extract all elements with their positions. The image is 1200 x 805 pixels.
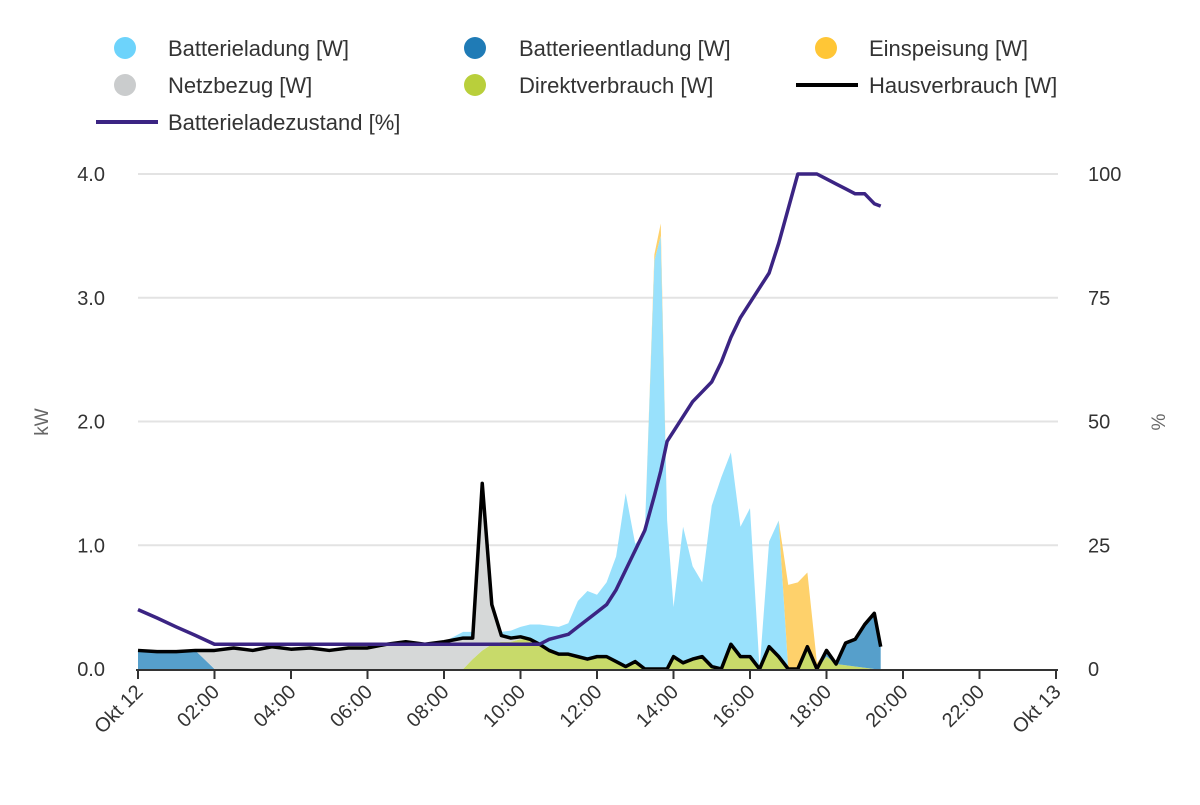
y2-tick-label: 0 — [1088, 659, 1099, 681]
y2-tick-label: 100 — [1088, 164, 1121, 186]
legend-item[interactable]: Hausverbrauch [W] — [796, 73, 1057, 98]
legend-label: Batterieladezustand [%] — [168, 110, 400, 135]
x-tick-label: 04:00 — [250, 681, 301, 732]
y2-tick-label: 75 — [1088, 288, 1110, 310]
y2-axis-label: % — [1149, 413, 1170, 430]
x-tick-label: 02:00 — [173, 681, 224, 732]
x-tick-label: 16:00 — [709, 681, 760, 732]
legend-item[interactable]: Netzbezug [W] — [114, 73, 312, 98]
legend-label: Batterieladung [W] — [168, 36, 349, 61]
x-tick-label: 10:00 — [479, 681, 530, 732]
x-tick-label: Okt 12 — [90, 681, 147, 738]
y-tick-label: 3.0 — [77, 288, 105, 310]
line-hausverbrauch — [137, 481, 883, 671]
y-tick-label: 2.0 — [77, 412, 105, 434]
x-tick-label: Okt 13 — [1008, 681, 1065, 738]
x-tick-label: 14:00 — [632, 681, 683, 732]
legend-dot-icon — [114, 74, 136, 96]
grid — [138, 173, 1058, 547]
y-tick-label: 4.0 — [77, 164, 105, 186]
area-direktverbrauch — [138, 639, 881, 669]
x-tick-label: 08:00 — [403, 681, 454, 732]
legend: Batterieladung [W] Batterieentladung [W] E… — [96, 36, 1057, 135]
stacked-areas — [138, 223, 881, 669]
legend-item[interactable]: Direktverbrauch [W] — [464, 73, 713, 98]
legend-item[interactable]: Einspeisung [W] — [815, 36, 1028, 61]
legend-item[interactable]: Batterieladung [W] — [114, 36, 349, 61]
x-tick-label: 20:00 — [862, 681, 913, 732]
y-axis-label: kW — [32, 408, 53, 436]
legend-label: Netzbezug [W] — [168, 73, 312, 98]
area-batterieladung — [138, 235, 881, 669]
x-tick-label: 12:00 — [556, 681, 607, 732]
legend-item[interactable]: Batterieentladung [W] — [464, 36, 731, 61]
area-einspeisung — [138, 223, 881, 669]
legend-dot-icon — [815, 37, 837, 59]
y-tick-label: 0.0 — [77, 659, 105, 681]
y2-tick-label: 50 — [1088, 412, 1110, 434]
legend-label: Direktverbrauch [W] — [519, 73, 713, 98]
x-tick-label: 18:00 — [785, 681, 836, 732]
legend-label: Hausverbrauch [W] — [869, 73, 1057, 98]
legend-item[interactable]: Batterieladezustand [%] — [96, 110, 400, 135]
x-tick-label: 06:00 — [326, 681, 377, 732]
y-tick-label: 1.0 — [77, 535, 105, 557]
y2-tick-label: 25 — [1088, 535, 1110, 557]
legend-dot-icon — [464, 74, 486, 96]
line-batterieladezustand — [137, 172, 882, 646]
legend-dot-icon — [464, 37, 486, 59]
legend-dot-icon — [114, 37, 136, 59]
x-tick-label: 22:00 — [938, 681, 989, 732]
legend-label: Einspeisung [W] — [869, 36, 1028, 61]
series-lines — [137, 172, 883, 671]
legend-label: Batterieentladung [W] — [519, 36, 731, 61]
